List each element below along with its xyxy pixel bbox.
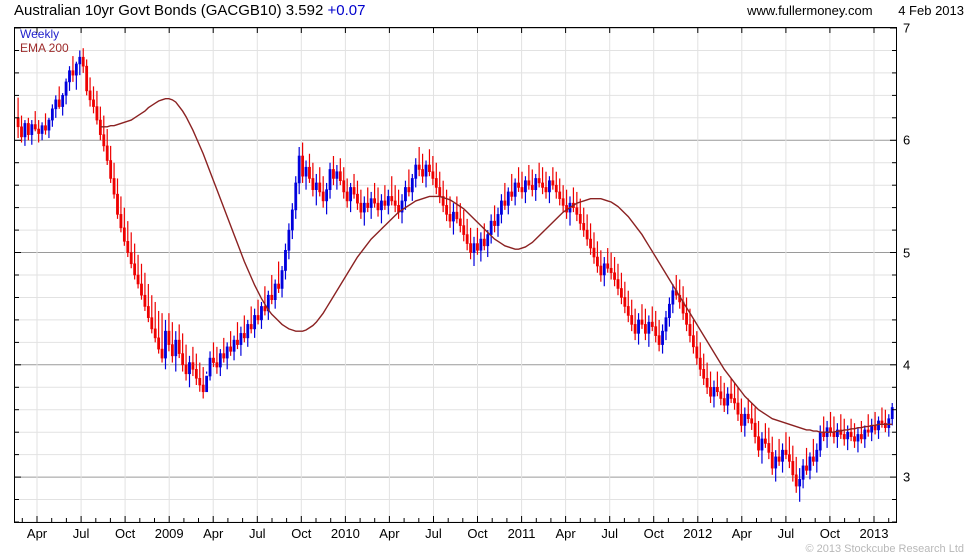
x-axis-tick-label: Apr — [379, 526, 400, 541]
x-axis-tick-label: Oct — [819, 526, 841, 541]
candlestick-canvas — [15, 28, 896, 522]
x-axis-tick-label: 2009 — [154, 526, 184, 541]
x-axis-tick-label: Oct — [115, 526, 136, 541]
x-axis-tick-label: Jul — [72, 526, 90, 541]
x-axis-tick-label: Apr — [203, 526, 224, 541]
y-axis-tick-label: 7 — [903, 20, 911, 36]
price-plot-area[interactable] — [14, 27, 897, 523]
x-axis-tick-label: Oct — [467, 526, 488, 541]
website-label: www.fullermoney.com — [747, 3, 873, 18]
legend-item-weekly: Weekly — [20, 27, 60, 41]
y-axis-tick-label: 6 — [903, 132, 911, 148]
x-axis-tick-label: Jul — [777, 526, 795, 541]
legend-item-ema200: EMA 200 — [20, 41, 69, 55]
x-axis-tick-label: Apr — [731, 526, 752, 541]
price-change: +0.07 — [327, 2, 366, 19]
x-axis-tick-label: 2012 — [683, 526, 713, 541]
chart-date: 4 Feb 2013 — [898, 3, 964, 18]
y-axis-tick-label: 5 — [903, 245, 911, 261]
page-title: Australian 10yr Govt Bonds (GACGB10) 3.5… — [14, 2, 365, 19]
x-axis-tick-label: Jul — [425, 526, 442, 541]
x-axis-tick-label: Oct — [643, 526, 664, 541]
x-axis-tick-label: Jul — [248, 526, 266, 541]
header-meta: www.fullermoney.com 4 Feb 2013 — [747, 3, 964, 18]
x-axis-tick-label: 2010 — [330, 526, 360, 541]
x-axis-tick-label: 2013 — [859, 526, 889, 541]
x-axis-tick-label: Apr — [26, 526, 48, 541]
instrument-title: Australian 10yr Govt Bonds (GACGB10) 3.5… — [14, 2, 324, 19]
x-axis-tick-label: Jul — [601, 526, 618, 541]
y-axis-tick-label: 3 — [903, 469, 911, 485]
x-axis-tick-label: Apr — [555, 526, 576, 541]
chart-header: Australian 10yr Govt Bonds (GACGB10) 3.5… — [0, 0, 980, 24]
chart-legend: Weekly EMA 200 — [20, 27, 69, 55]
y-axis-tick-label: 4 — [903, 357, 911, 373]
x-axis-tick-label: Oct — [291, 526, 312, 541]
copyright-notice: © 2013 Stockcube Research Ltd — [805, 543, 964, 555]
x-axis-tick-label: 2011 — [507, 526, 536, 541]
